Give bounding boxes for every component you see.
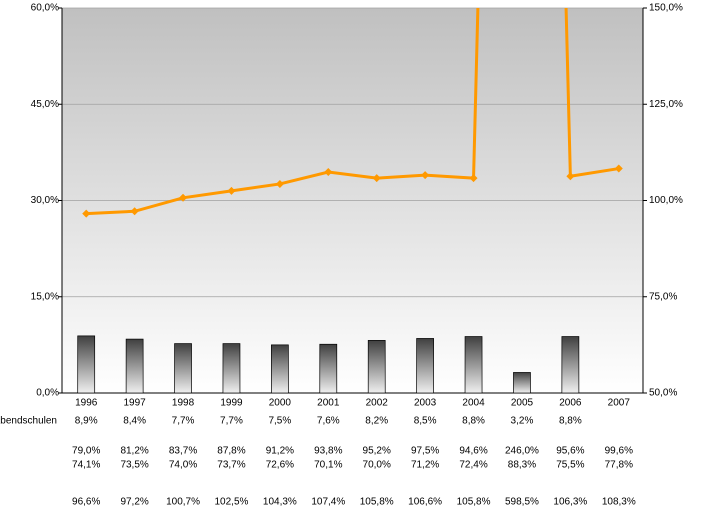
table-cell: 7,7% — [172, 416, 195, 427]
table-cell: 104,3% — [263, 497, 297, 508]
bar — [416, 338, 434, 394]
bar — [367, 340, 386, 394]
table-cell: 598,5% — [505, 497, 539, 508]
plot-clip — [82, 8, 623, 218]
table-cell: 71,2% — [411, 460, 439, 471]
table-cell: 72,6% — [266, 460, 294, 471]
line-marker — [421, 171, 430, 180]
x-tick-label: 2005 — [511, 398, 534, 409]
table-cell: 93,8% — [314, 446, 342, 457]
line-marker — [324, 168, 333, 177]
table-cell: 8,9% — [75, 416, 98, 427]
x-tick-label: 1996 — [75, 398, 98, 409]
y-tick-label: 45,0% — [31, 99, 59, 110]
line-marker — [372, 174, 381, 183]
y2-tick-label: 100,0% — [649, 195, 683, 206]
table-cell: 7,5% — [268, 416, 291, 427]
table-cell: 97,5% — [411, 446, 439, 457]
bar — [561, 336, 580, 394]
table-cell: 8,4% — [123, 416, 146, 427]
line-marker — [82, 209, 91, 218]
table-cell: 107,4% — [311, 497, 345, 508]
table-cell: 3,2% — [511, 416, 534, 427]
table-cell: 88,3% — [508, 460, 536, 471]
table-cell: 105,8% — [457, 497, 491, 508]
bar — [464, 336, 483, 394]
table-cell: 75,5% — [556, 460, 584, 471]
table-cell: 74,1% — [72, 460, 100, 471]
y-tick-label: 60,0% — [31, 3, 59, 14]
table-cell: 97,2% — [120, 497, 148, 508]
table-cell: 79,0% — [72, 446, 100, 457]
y-tick-label: 15,0% — [31, 291, 59, 302]
x-tick-label: 2001 — [317, 398, 340, 409]
table-cell: 77,8% — [605, 460, 633, 471]
table-cell: 102,5% — [214, 497, 248, 508]
x-tick-label: 2002 — [366, 398, 389, 409]
bar — [319, 343, 338, 394]
x-tick-label: 1999 — [220, 398, 243, 409]
table-cell: 74,0% — [169, 460, 197, 471]
table-cell: 105,8% — [360, 497, 394, 508]
bar — [174, 343, 192, 394]
table-cell: 8,8% — [559, 416, 582, 427]
line-marker — [179, 193, 188, 202]
table-cell: 108,3% — [602, 497, 636, 508]
table-cell: 73,5% — [120, 460, 148, 471]
table-cell: 95,2% — [363, 446, 391, 457]
table-cell: 99,6% — [605, 446, 633, 457]
y2-tick-label: 125,0% — [649, 99, 683, 110]
y2-tick-label: 75,0% — [649, 291, 677, 302]
line-series — [86, 8, 620, 216]
table-cell: 106,3% — [553, 497, 587, 508]
x-tick-label: 1997 — [124, 398, 147, 409]
table-cell: 95,6% — [556, 446, 584, 457]
table-cell: 70,1% — [314, 460, 342, 471]
table-cell: 94,6% — [459, 446, 487, 457]
bar — [222, 343, 241, 394]
line-marker — [130, 207, 139, 216]
table-cell: 73,7% — [217, 460, 245, 471]
line-marker — [275, 179, 284, 188]
table-cell: 91,2% — [266, 446, 294, 457]
x-tick-label: 2000 — [269, 398, 292, 409]
bar — [125, 338, 144, 394]
x-tick-label: 2004 — [462, 398, 485, 409]
table-cell: 81,2% — [120, 446, 148, 457]
table-cell: 8,8% — [462, 416, 485, 427]
table-cell: 7,7% — [220, 416, 243, 427]
line-marker — [227, 186, 236, 195]
line-marker — [614, 164, 623, 173]
x-tick-label: 2006 — [559, 398, 582, 409]
y2-tick-label: 150,0% — [649, 3, 683, 14]
table-cell: 106,6% — [408, 497, 442, 508]
line-marker — [469, 174, 478, 183]
table-row-label: Abendschulen — [0, 416, 57, 427]
table-cell: 246,0% — [505, 446, 539, 457]
table-cell: 8,2% — [365, 416, 388, 427]
table-cell: 96,6% — [72, 497, 100, 508]
table-cell: 8,5% — [414, 416, 437, 427]
x-tick-label: 1998 — [172, 398, 195, 409]
y2-tick-label: 50,0% — [649, 388, 677, 399]
bar — [77, 335, 96, 394]
table-cell: 87,8% — [217, 446, 245, 457]
x-tick-label: 2003 — [414, 398, 437, 409]
table-cell: 100,7% — [166, 497, 200, 508]
y-tick-label: 30,0% — [31, 195, 59, 206]
table-cell: 72,4% — [459, 460, 487, 471]
table-cell: 83,7% — [169, 446, 197, 457]
x-tick-label: 2007 — [608, 398, 631, 409]
bar — [271, 344, 289, 394]
table-cell: 7,6% — [317, 416, 340, 427]
y-tick-label: 0,0% — [36, 388, 59, 399]
bar — [513, 372, 531, 394]
table-cell: 70,0% — [363, 460, 391, 471]
line-marker — [566, 172, 575, 181]
